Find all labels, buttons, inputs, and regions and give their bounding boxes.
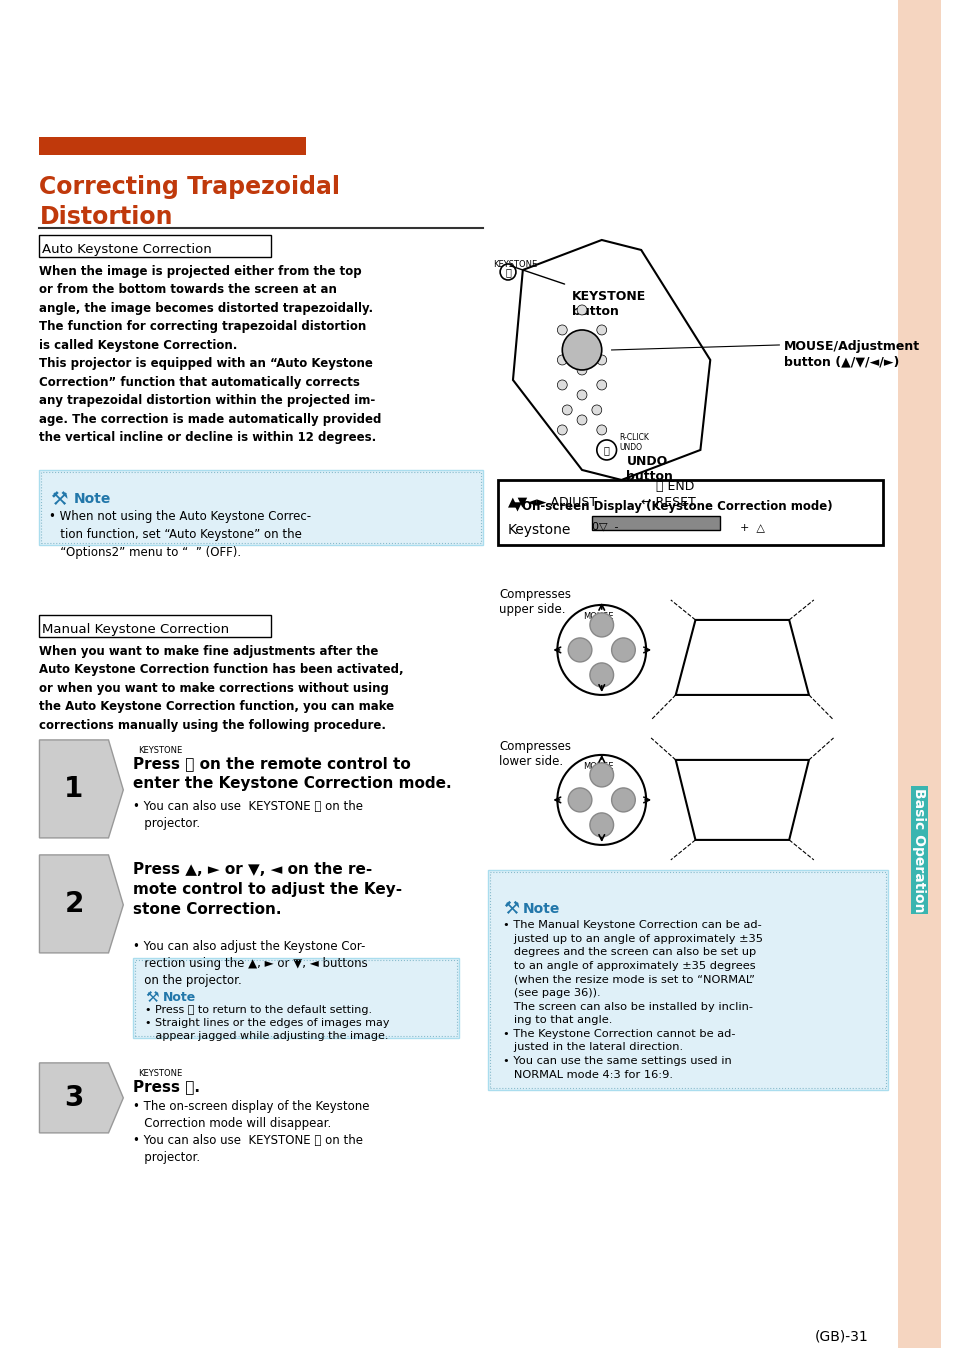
Circle shape [589,663,613,687]
Text: ↩ RESET: ↩ RESET [640,496,696,510]
Text: When the image is projected either from the top
or from the bottom towards the s: When the image is projected either from … [39,266,381,445]
Circle shape [561,330,601,369]
Circle shape [577,390,586,400]
Text: ⓞ: ⓞ [603,445,609,456]
Text: Auto Keystone Correction: Auto Keystone Correction [42,243,212,256]
Text: Note: Note [74,492,112,506]
Text: KEYSTONE
button: KEYSTONE button [572,290,646,318]
Text: ⚒: ⚒ [145,989,158,1004]
Text: +  △: + △ [740,522,764,532]
Circle shape [589,613,613,638]
Text: KEYSTONE: KEYSTONE [138,1069,182,1078]
Text: KEYSTONE: KEYSTONE [493,260,537,270]
Text: • When not using the Auto Keystone Correc-
   tion function, set “Auto Keystone”: • When not using the Auto Keystone Corre… [50,510,311,559]
Text: Distortion: Distortion [39,205,172,229]
Circle shape [568,789,591,811]
Text: Press ⓞ on the remote control to
enter the Keystone Correction mode.: Press ⓞ on the remote control to enter t… [133,756,452,791]
Polygon shape [675,760,808,840]
Text: • The on-screen display of the Keystone
   Correction mode will disappear.
• You: • The on-screen display of the Keystone … [133,1100,369,1163]
Circle shape [597,325,606,334]
Text: 3: 3 [64,1084,84,1112]
FancyBboxPatch shape [133,958,458,1038]
Text: Press ⓞ.: Press ⓞ. [133,1078,200,1093]
Circle shape [591,404,601,415]
Circle shape [557,380,567,390]
Circle shape [589,813,613,837]
Circle shape [597,439,616,460]
Text: 0▽  -: 0▽ - [591,522,618,532]
FancyBboxPatch shape [39,470,483,545]
Circle shape [611,789,635,811]
Circle shape [597,425,606,435]
Text: UNDO
button: UNDO button [626,456,673,483]
Text: 1: 1 [64,775,84,803]
Text: ⚒: ⚒ [502,900,518,918]
Circle shape [557,325,567,334]
Circle shape [568,638,591,662]
Polygon shape [513,240,710,480]
Text: R-CLICK
UNDO: R-CLICK UNDO [618,433,649,453]
Text: • The Manual Keystone Correction can be ad-
   justed up to an angle of approxim: • The Manual Keystone Correction can be … [502,919,762,1080]
FancyBboxPatch shape [39,137,306,155]
Text: Compresses
lower side.: Compresses lower side. [498,740,571,768]
Text: When you want to make fine adjustments after the
Auto Keystone Correction functi: When you want to make fine adjustments a… [39,644,404,732]
Text: MOUSE: MOUSE [583,762,614,771]
Circle shape [577,365,586,375]
Text: Basic Operation: Basic Operation [911,787,925,913]
Polygon shape [39,1062,123,1132]
Circle shape [577,305,586,315]
Text: MOUSE: MOUSE [583,612,614,621]
Circle shape [557,425,567,435]
Circle shape [597,355,606,365]
FancyBboxPatch shape [497,480,882,545]
Text: • You can also adjust the Keystone Cor-
   rection using the ▲, ► or ▼, ◄ button: • You can also adjust the Keystone Cor- … [133,940,368,987]
Polygon shape [675,620,808,696]
Text: Manual Keystone Correction: Manual Keystone Correction [42,623,230,636]
Text: Keystone: Keystone [508,523,571,537]
Circle shape [577,415,586,425]
Circle shape [577,345,586,355]
Text: ▼On-screen Display (Keystone Correction mode): ▼On-screen Display (Keystone Correction … [513,500,832,514]
Text: • You can also use  KEYSTONE ⓞ on the
   projector.: • You can also use KEYSTONE ⓞ on the pro… [133,799,363,830]
Text: 2: 2 [64,890,84,918]
FancyBboxPatch shape [488,869,887,1091]
Text: Press ▲, ► or ▼, ◄ on the re-
mote control to adjust the Key-
stone Correction.: Press ▲, ► or ▼, ◄ on the re- mote contr… [133,861,402,917]
FancyBboxPatch shape [897,0,940,1348]
Text: ⓞ: ⓞ [504,267,511,276]
Text: Note: Note [522,902,559,915]
Text: Note: Note [163,991,195,1004]
Circle shape [561,404,572,415]
Circle shape [589,763,613,787]
Text: Compresses
upper side.: Compresses upper side. [498,588,571,616]
Circle shape [557,605,645,696]
Polygon shape [39,740,123,838]
Circle shape [557,755,645,845]
Text: ▲▼◄► ADJUST: ▲▼◄► ADJUST [508,496,597,510]
Text: Correcting Trapezoidal: Correcting Trapezoidal [39,175,340,200]
FancyBboxPatch shape [591,516,720,530]
Text: KEYSTONE: KEYSTONE [138,745,182,755]
Text: ⓟ END: ⓟ END [656,480,694,493]
Circle shape [557,355,567,365]
Text: (GB)-31: (GB)-31 [814,1330,867,1344]
Text: MOUSE/Adjustment
button (▲/▼/◄/►): MOUSE/Adjustment button (▲/▼/◄/►) [783,340,920,368]
FancyBboxPatch shape [39,235,271,257]
Text: • Press ⓞ to return to the default setting.
• Straight lines or the edges of ima: • Press ⓞ to return to the default setti… [145,1004,389,1041]
Circle shape [611,638,635,662]
Circle shape [597,380,606,390]
Text: ⚒: ⚒ [51,489,69,510]
Polygon shape [39,855,123,953]
FancyBboxPatch shape [39,615,271,638]
